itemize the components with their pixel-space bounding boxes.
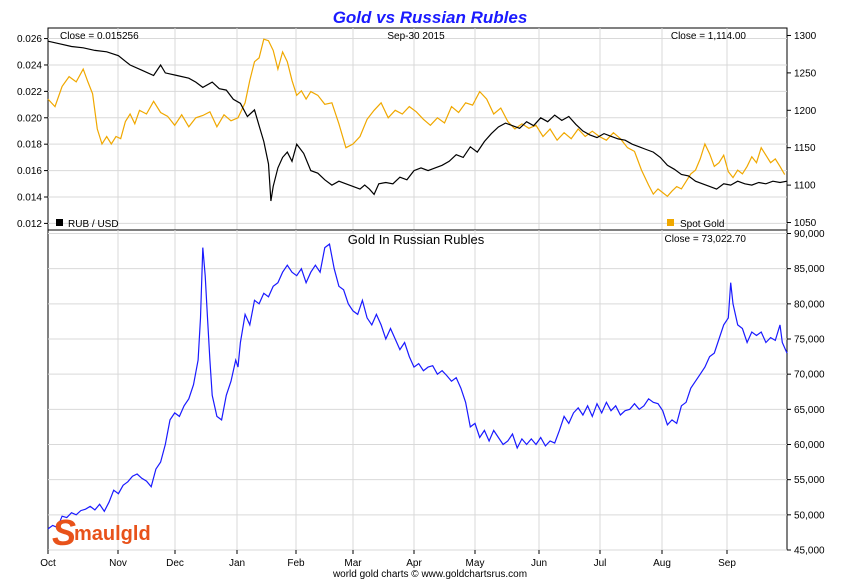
x-tick-label: Jun [531,558,547,569]
x-tick-label: Apr [406,558,422,569]
top-grid [48,28,787,230]
spot-gold-line [47,38,786,198]
x-tick-label: Nov [109,558,127,569]
x-tick-label: Aug [653,558,671,569]
top-right-axis: 1050 1100 1150 1200 1250 1300 [787,31,817,229]
top-header-right: Close = 1,114.00 [671,31,747,42]
bottom-chart-title: Gold In Russian Rubles [348,232,485,247]
x-tick-label: Mar [344,558,362,569]
top-right-tick-label: 1300 [794,31,817,42]
bottom-right-tick-label: 50,000 [794,510,825,521]
footer-credit: world gold charts © www.goldchartsrus.co… [332,569,527,580]
top-header-left: Close = 0.015256 [60,31,139,42]
top-left-axis: 0.012 0.014 0.016 0.018 0.020 0.022 0.024 0.026 [17,34,48,230]
bottom-right-tick-label: 75,000 [794,335,825,346]
bottom-right-tick-label: 90,000 [794,229,825,240]
svg-text:maulgld: maulgld [74,523,151,545]
bottom-right-axis: 45,000 50,000 55,000 60,000 65,000 70,000 75,0… [787,229,825,557]
bottom-panel: 45,000 50,000 55,000 60,000 65,000 70,000 75,0… [40,229,825,569]
top-right-tick-label: 1250 [794,68,817,79]
rub-usd-legend-label: RUB / USD [68,219,119,230]
bottom-grid [48,230,787,551]
page-title: Gold vs Russian Rubles [333,8,528,27]
bottom-plot-frame [47,229,788,551]
bottom-right-tick-label: 85,000 [794,264,825,275]
bottom-header-right: Close = 73,022.70 [665,234,747,245]
top-left-tick-label: 0.018 [17,140,42,151]
svg-text:S: S [52,512,76,553]
bottom-right-tick-label: 70,000 [794,370,825,381]
rub-usd-line [47,40,788,202]
top-left-tick-label: 0.020 [17,113,42,124]
smaulgld-logo: S maulgld [52,512,151,553]
top-right-tick-label: 1050 [794,218,817,229]
bottom-right-tick-label: 55,000 [794,475,825,486]
top-left-tick-label: 0.026 [17,34,42,45]
top-right-tick-label: 1200 [794,106,817,117]
x-axis: Oct Nov Dec Jan Feb Mar Apr May Jun Jul Aug Sep [40,550,736,569]
x-tick-label: Feb [287,558,305,569]
top-panel: 0.012 0.014 0.016 0.018 0.020 0.022 0.024 0.026… [17,27,817,231]
spot-gold-legend-swatch [667,219,674,226]
bottom-right-tick-label: 65,000 [794,405,825,416]
spot-gold-legend-label: Spot Gold [680,219,724,230]
top-right-tick-label: 1100 [794,181,816,192]
top-right-tick-label: 1150 [794,143,816,154]
x-tick-label: Sep [718,558,736,569]
x-tick-label: May [466,558,485,569]
bottom-right-tick-label: 60,000 [794,440,825,451]
top-header-center: Sep-30 2015 [387,31,445,42]
x-tick-label: Dec [166,558,184,569]
bottom-right-tick-label: 80,000 [794,299,825,310]
top-left-tick-label: 0.022 [17,87,42,98]
top-left-tick-label: 0.016 [17,166,42,177]
top-left-tick-label: 0.012 [17,219,42,230]
x-tick-label: Jan [229,558,245,569]
x-tick-label: Oct [40,558,56,569]
x-tick-label: Jul [594,558,607,569]
top-plot-frame [47,27,788,231]
top-left-tick-label: 0.014 [17,192,42,203]
rub-usd-legend-swatch [56,219,63,226]
top-left-tick-label: 0.024 [17,60,42,71]
gold-in-rubles-line [47,243,788,530]
bottom-right-tick-label: 45,000 [794,546,825,557]
